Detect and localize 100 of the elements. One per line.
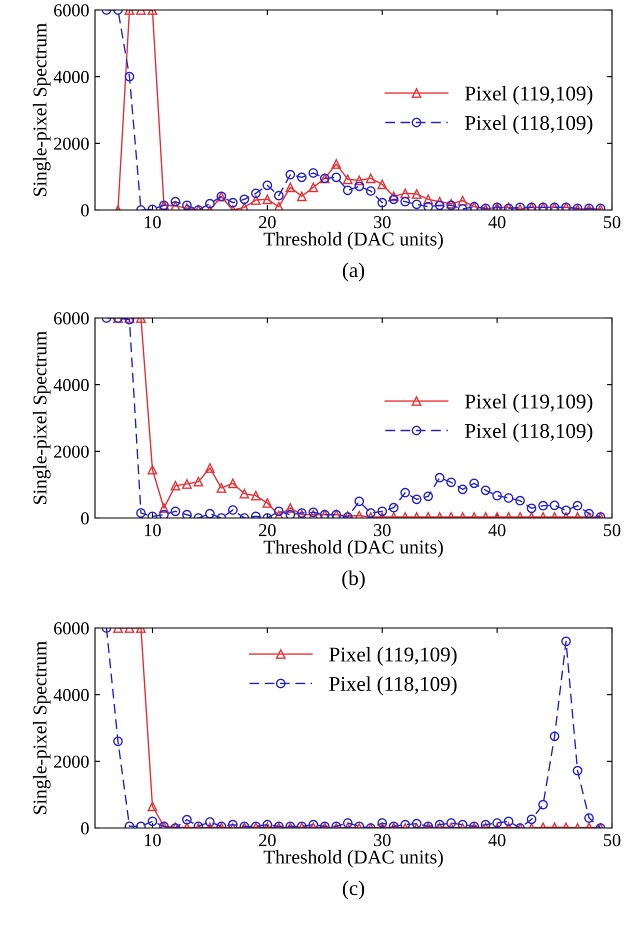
point (182, 479, 192, 489)
x-tick-label: 20 (259, 216, 276, 228)
point (250, 188, 261, 198)
y-tick-label: 2000 (54, 756, 89, 768)
point (262, 180, 272, 190)
point (354, 175, 364, 186)
y-tick-label: 4000 (54, 378, 89, 392)
legend-label: Pixel (118,109) (465, 115, 592, 134)
y-tick-label: 6000 (54, 4, 89, 16)
point (480, 485, 490, 496)
legend-label: Pixel (119,109) (329, 646, 457, 666)
point (366, 508, 376, 518)
y-tick-label: 0 (81, 204, 89, 216)
legend-label: Pixel (119,109) (465, 86, 592, 105)
point (148, 464, 158, 475)
point (113, 736, 123, 746)
point (342, 174, 353, 184)
x-tick-label: 30 (374, 524, 391, 536)
point (285, 170, 296, 180)
point (400, 188, 410, 198)
point (388, 191, 399, 202)
y-tick-label: 4000 (54, 688, 89, 702)
point (538, 500, 548, 511)
text: (c) (342, 880, 364, 900)
x-tick-label: 40 (488, 524, 506, 536)
y-tick-label: 6000 (54, 312, 89, 324)
y-axis-title: Single-pixel Spectrum (32, 331, 51, 504)
x-tick-label: 30 (374, 834, 391, 846)
point (400, 488, 410, 498)
point (423, 491, 434, 502)
x-tick-label: 40 (488, 216, 506, 228)
x-tick-label: 10 (145, 524, 161, 536)
point (400, 196, 410, 207)
point (412, 189, 422, 199)
x-axis-title: Threshold (DAC units) (264, 540, 443, 558)
point (170, 196, 180, 207)
x-tick-label: 50 (604, 524, 620, 536)
point (550, 731, 560, 742)
x-tick-label: 50 (604, 216, 620, 228)
point (561, 505, 571, 516)
point (550, 500, 560, 510)
x-tick-label: 40 (488, 834, 506, 846)
legend-label: Pixel (118,109) (329, 676, 457, 696)
x-tick-label: 20 (259, 834, 276, 846)
point (584, 508, 594, 518)
point (423, 202, 434, 210)
point (377, 506, 388, 516)
x-tick-label: 10 (145, 834, 161, 846)
point (205, 508, 215, 518)
point (296, 191, 307, 202)
point (285, 503, 296, 513)
x-tick-label: 30 (374, 216, 391, 228)
point (308, 168, 318, 178)
x-axis-title: Threshold (DAC units) (264, 232, 443, 250)
point (342, 185, 353, 196)
point (296, 172, 307, 182)
point (423, 194, 434, 204)
y-tick-label: 0 (81, 512, 89, 524)
text: (b) (342, 570, 365, 590)
y-tick-label: 0 (81, 822, 89, 834)
x-tick-label: 50 (604, 834, 620, 846)
point (308, 182, 318, 192)
point (492, 490, 502, 501)
point (354, 496, 364, 506)
y-tick-label: 6000 (54, 622, 89, 634)
point (388, 502, 399, 513)
point (412, 494, 422, 504)
point (239, 194, 250, 204)
point (205, 198, 215, 209)
y-tick-label: 2000 (54, 446, 89, 458)
x-tick-label: 10 (145, 216, 161, 228)
point (572, 766, 582, 776)
point (250, 195, 261, 205)
point (331, 159, 342, 169)
point (182, 510, 192, 518)
point (228, 505, 238, 515)
point (262, 194, 272, 204)
point (458, 484, 468, 494)
x-axis-title: Threshold (DAC units) (264, 850, 443, 868)
point (274, 190, 284, 201)
y-axis-title: Single-pixel Spectrum (32, 23, 51, 196)
y-tick-label: 4000 (54, 70, 89, 84)
point (366, 186, 376, 196)
point (434, 472, 445, 483)
point (228, 820, 238, 828)
point (136, 508, 146, 518)
point (469, 478, 479, 488)
point (458, 820, 468, 828)
point (412, 199, 422, 210)
point (331, 172, 342, 182)
point (274, 202, 284, 210)
point (366, 173, 376, 184)
point (228, 198, 238, 208)
legend-label: Pixel (118,109) (465, 423, 592, 442)
text: (a) (342, 262, 364, 282)
point (458, 196, 468, 206)
point (285, 510, 296, 518)
point (354, 181, 364, 192)
point (205, 463, 215, 473)
point (400, 820, 410, 828)
